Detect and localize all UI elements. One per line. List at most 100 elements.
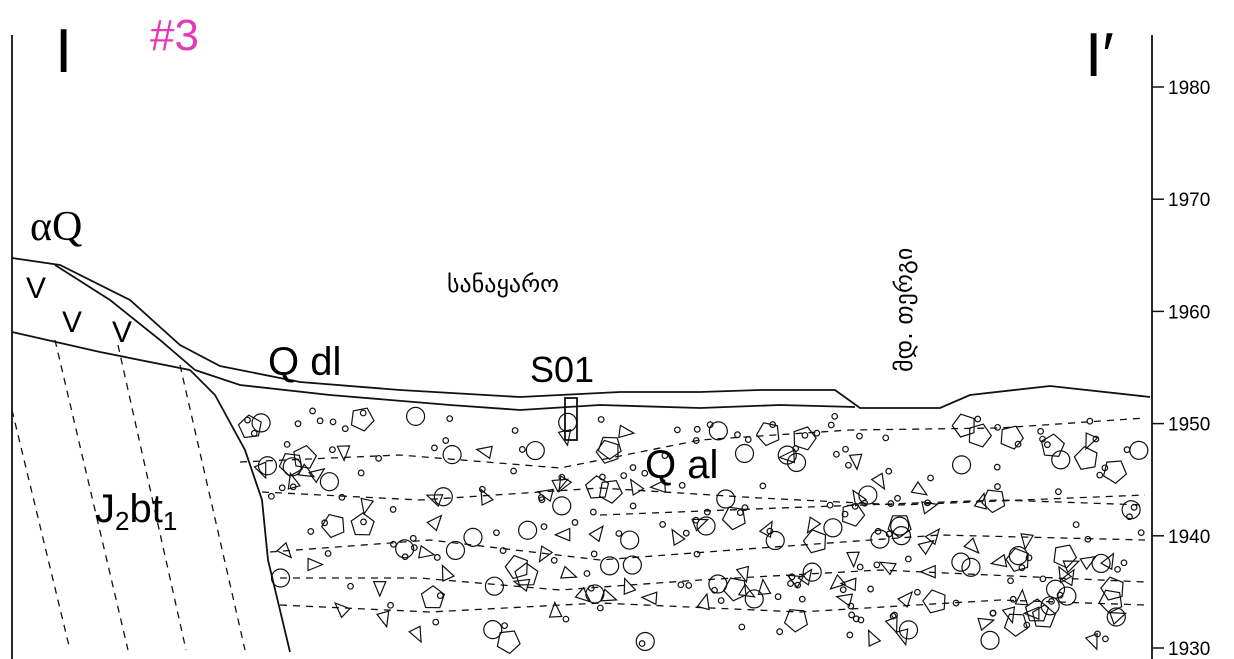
pebble — [686, 583, 692, 589]
tick-label: 1960 — [1168, 302, 1210, 323]
pebble — [502, 623, 508, 629]
pebble — [1138, 530, 1144, 536]
pebble — [251, 431, 257, 437]
pebble — [279, 485, 285, 491]
pebble — [678, 582, 684, 588]
pebble — [802, 433, 808, 439]
pebble — [432, 445, 438, 451]
cobble — [824, 519, 842, 537]
pebble — [358, 470, 364, 476]
angular-clast — [337, 446, 349, 461]
section-number: #3 — [150, 11, 199, 60]
angular-clast — [335, 603, 350, 617]
pebble — [704, 509, 710, 515]
angular-clast — [918, 541, 933, 555]
pebble — [591, 509, 597, 515]
pebble — [718, 598, 724, 604]
pebble — [433, 619, 439, 625]
cobble — [709, 422, 727, 440]
angular-clast — [837, 594, 853, 606]
boulder — [586, 476, 609, 498]
cobble — [621, 531, 639, 549]
pebble — [621, 473, 627, 479]
pebble — [1008, 578, 1014, 584]
pebble — [675, 427, 681, 433]
pebble — [616, 531, 622, 537]
pebble — [310, 408, 316, 414]
pebble — [1121, 560, 1127, 566]
angular-clast — [850, 454, 862, 469]
tick-label: 1970 — [1168, 190, 1210, 211]
pebble — [849, 612, 855, 618]
boulder — [785, 610, 808, 632]
angular-clast — [308, 558, 323, 570]
pebble — [694, 426, 700, 432]
pebble — [788, 581, 794, 587]
pebble — [388, 602, 394, 608]
pebble — [348, 583, 354, 589]
angular-clast — [555, 529, 570, 541]
pebble — [598, 605, 604, 611]
cobble — [559, 413, 577, 431]
pebble — [694, 551, 700, 557]
pebble — [402, 554, 408, 560]
pebble — [827, 502, 833, 508]
pebble — [1073, 522, 1079, 528]
tick-label: 1930 — [1168, 639, 1210, 659]
cobble — [717, 490, 735, 508]
pebble — [1040, 576, 1046, 582]
pebble — [886, 468, 892, 474]
pebble — [584, 571, 590, 577]
pebble — [739, 624, 745, 630]
pebble — [284, 442, 290, 448]
volcanic-mark: V — [26, 272, 46, 305]
pebble — [883, 435, 889, 441]
angular-clast — [911, 482, 927, 495]
angular-clast — [561, 567, 577, 579]
pebble — [660, 522, 666, 528]
angular-clast — [991, 555, 1006, 567]
pebble — [868, 586, 874, 592]
cobble — [396, 540, 414, 558]
pebble — [630, 503, 636, 509]
boulder — [923, 590, 945, 613]
pebble — [828, 422, 834, 428]
fault-boundary — [190, 370, 290, 652]
pebble — [1038, 429, 1044, 435]
pebble — [330, 419, 336, 425]
cobble — [526, 442, 544, 460]
pebble — [360, 410, 366, 416]
cobble — [953, 456, 971, 474]
pebble — [760, 483, 766, 489]
angular-clast — [872, 473, 885, 489]
pebble — [834, 451, 840, 457]
boulder — [1074, 447, 1097, 470]
q-dl-label: Q dl — [268, 340, 341, 384]
pebble — [410, 535, 416, 541]
boulder — [422, 586, 445, 608]
angular-clast — [978, 618, 994, 630]
pebble — [857, 564, 863, 570]
cobble — [1052, 451, 1070, 469]
pebble — [325, 551, 331, 557]
cobble — [407, 407, 425, 425]
boulder — [352, 408, 375, 431]
cobble — [446, 541, 464, 559]
pebble — [447, 416, 453, 422]
pebble — [494, 530, 500, 536]
section-start: I — [55, 17, 72, 86]
angular-clast — [419, 546, 434, 558]
pebble — [438, 593, 444, 599]
cobble — [1130, 441, 1148, 459]
angular-clast — [589, 526, 603, 541]
angular-clast — [692, 519, 708, 530]
pebble — [1087, 418, 1093, 424]
angular-clast — [1059, 567, 1071, 583]
pebble — [361, 519, 367, 525]
pebble — [1097, 472, 1103, 478]
pebble — [846, 462, 852, 468]
angular-clast — [841, 578, 856, 590]
cobble — [981, 631, 999, 649]
river-label: მდ. თერგი — [890, 248, 918, 372]
cobble — [736, 444, 754, 462]
